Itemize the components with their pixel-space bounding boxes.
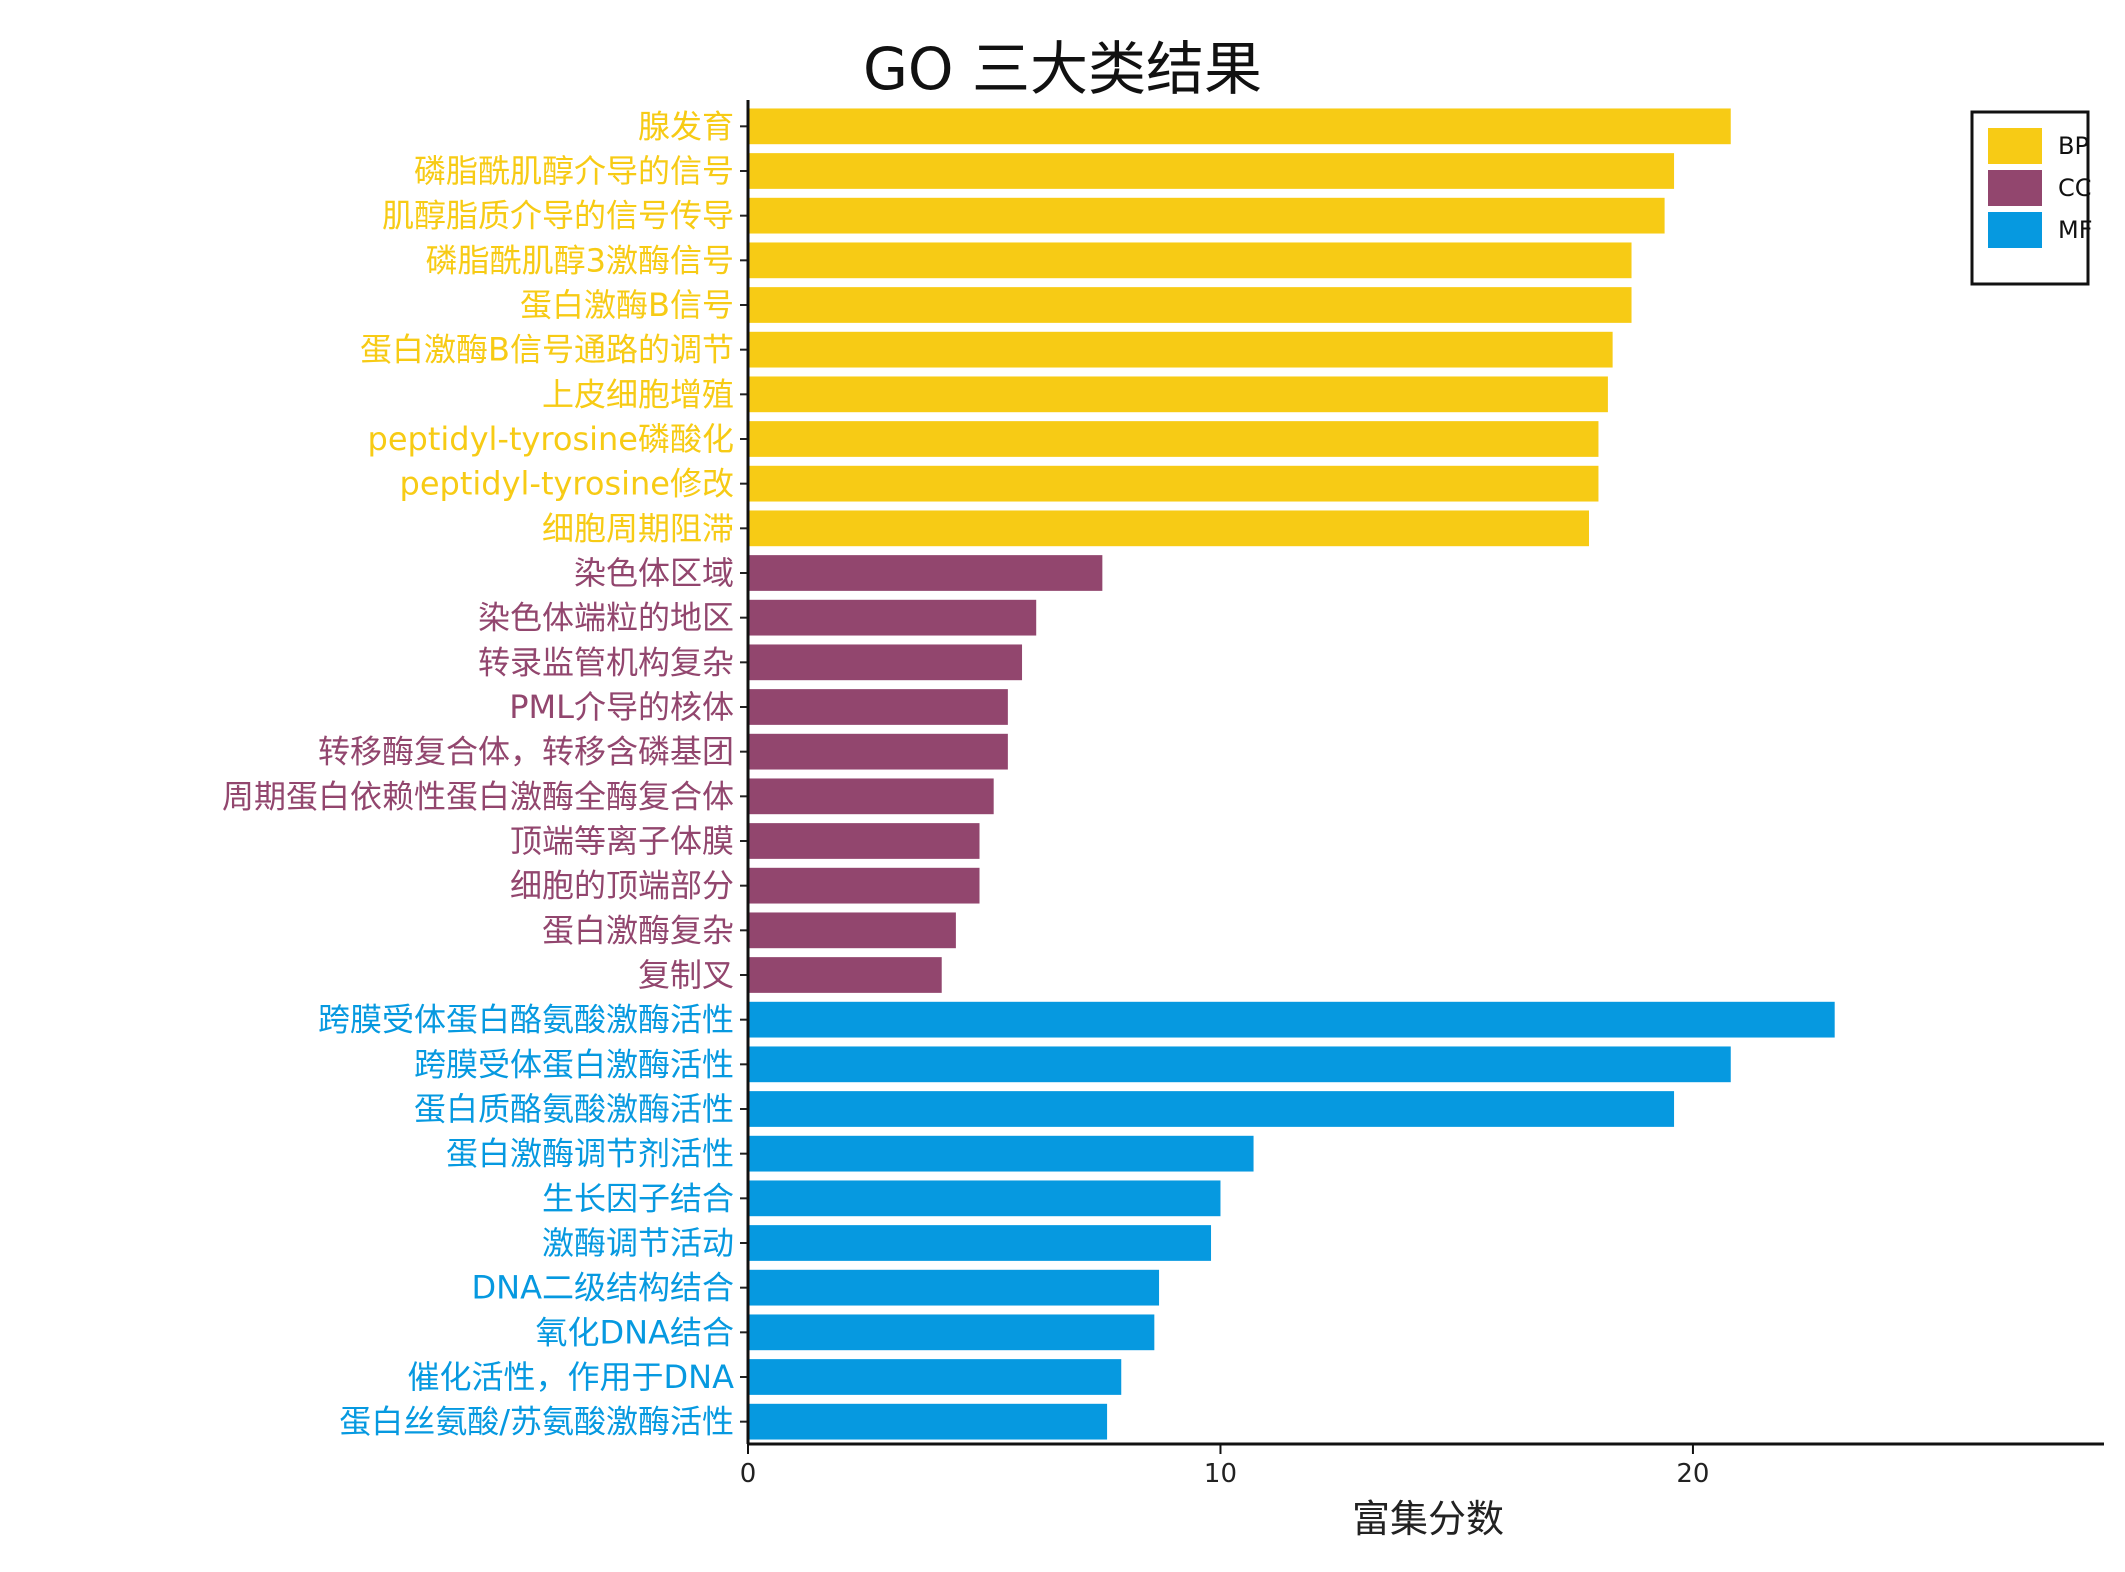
bar [749, 1135, 1254, 1172]
bar [749, 1225, 1212, 1261]
category-label: 肌醇脂质介导的信号传导 [382, 197, 734, 235]
bar [749, 778, 994, 815]
bar [749, 331, 1613, 368]
chart-title: GO 三大类结果 [862, 35, 1263, 103]
bar [749, 1046, 1731, 1083]
bar [749, 689, 1008, 725]
category-label: 蛋白激酶B信号通路的调节 [360, 331, 734, 369]
category-label: 磷脂酰肌醇3激酶信号 [426, 241, 734, 279]
category-label: 上皮细胞增殖 [542, 375, 734, 413]
x-tick-label: 20 [1676, 1459, 1709, 1489]
x-axis-label: 富集分数 [1351, 1497, 1504, 1541]
category-label: 复制叉 [638, 956, 734, 994]
bar [749, 1180, 1221, 1217]
bar [749, 823, 980, 859]
category-label: 催化活性，作用于DNA [408, 1358, 735, 1396]
category-label: 磷脂酰肌醇介导的信号 [414, 152, 734, 190]
category-label: 激酶调节活动 [542, 1224, 734, 1262]
bar [749, 644, 1023, 681]
category-label: 蛋白激酶复杂 [542, 911, 734, 949]
bar [749, 555, 1103, 591]
bar [749, 242, 1632, 279]
bar [749, 1314, 1155, 1351]
bar [749, 465, 1599, 502]
legend-swatch-cc [1988, 170, 2042, 206]
category-label: 细胞周期阻滞 [542, 509, 734, 547]
bar [749, 1269, 1160, 1306]
bar [749, 197, 1665, 234]
bar [749, 1403, 1108, 1440]
bar [749, 1001, 1835, 1038]
category-label: 转移酶复合体，转移含磷基团 [318, 733, 734, 771]
category-label: 蛋白质酪氨酸激酶活性 [414, 1090, 734, 1128]
legend-label-mf: MF [2058, 216, 2093, 244]
category-label: 染色体端粒的地区 [478, 599, 734, 637]
bar [749, 1091, 1675, 1127]
category-label: PML介导的核体 [509, 688, 734, 726]
bar [749, 957, 942, 993]
legend-swatch-bp [1988, 128, 2042, 164]
category-label: 跨膜受体蛋白激酶活性 [414, 1045, 734, 1083]
category-label: 生长因子结合 [542, 1179, 734, 1217]
bar [749, 510, 1590, 547]
category-label: 蛋白激酶B信号 [520, 286, 734, 324]
category-label: 蛋白丝氨酸/苏氨酸激酶活性 [339, 1403, 734, 1441]
x-tick-label: 0 [740, 1459, 757, 1489]
x-tick-label: 10 [1204, 1459, 1237, 1489]
legend-swatch-mf [1988, 212, 2042, 248]
category-label: 染色体区域 [574, 554, 734, 592]
bar [749, 733, 1008, 770]
legend-label-bp: BP [2058, 132, 2089, 160]
category-label: 转录监管机构复杂 [478, 643, 734, 681]
category-label: 氧化DNA结合 [536, 1313, 734, 1351]
bar [749, 1359, 1122, 1395]
bar [749, 867, 980, 904]
bar [749, 421, 1599, 457]
category-label: DNA二级结构结合 [472, 1269, 734, 1307]
bar [749, 912, 956, 949]
category-label: 周期蛋白依赖性蛋白激酶全酶复合体 [222, 777, 734, 815]
category-label: peptidyl-tyrosine修改 [400, 465, 735, 503]
bar [749, 599, 1037, 636]
bar [749, 376, 1608, 413]
bar [749, 153, 1675, 189]
category-label: 跨膜受体蛋白酪氨酸激酶活性 [318, 1001, 734, 1039]
category-label: peptidyl-tyrosine磷酸化 [368, 420, 735, 458]
bar [749, 108, 1731, 145]
bar [749, 287, 1632, 323]
category-label: 顶端等离子体膜 [510, 822, 734, 860]
category-label: 腺发育 [638, 107, 734, 145]
category-label: 细胞的顶端部分 [510, 867, 734, 905]
legend-label-cc: CC [2058, 174, 2092, 202]
category-label: 蛋白激酶调节剂活性 [446, 1135, 734, 1173]
